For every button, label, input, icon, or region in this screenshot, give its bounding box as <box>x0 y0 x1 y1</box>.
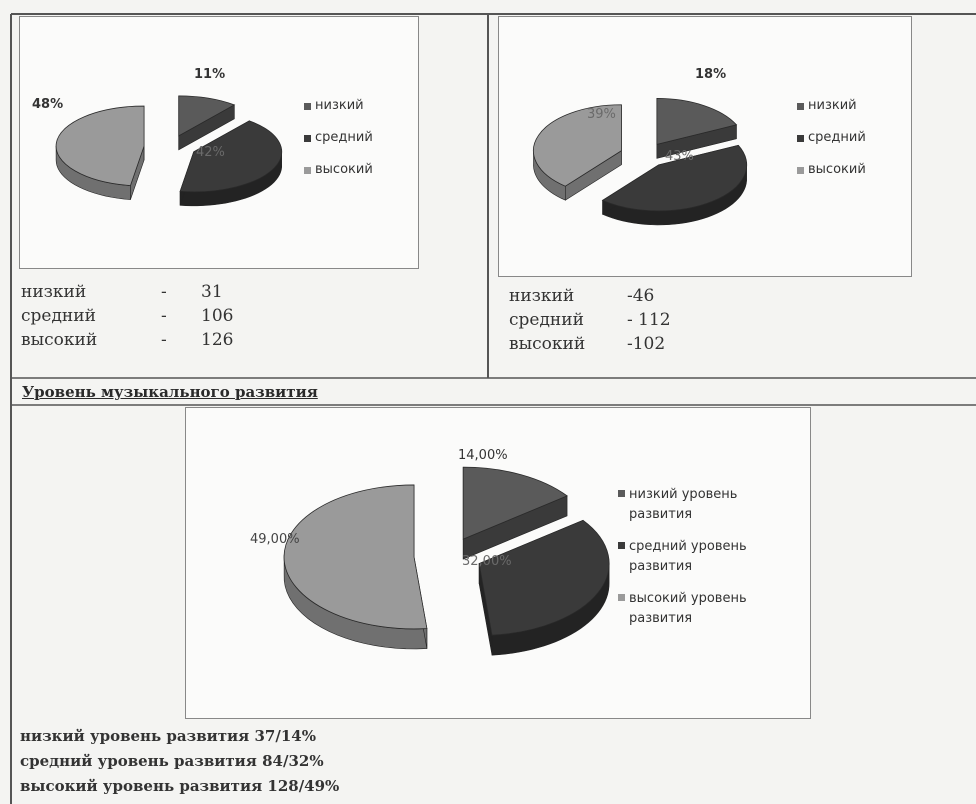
chart-3-label-high: 49,00% <box>250 532 300 547</box>
pie-slice-mid <box>601 144 748 212</box>
legend-item-low: низкий <box>797 98 866 113</box>
stat-row: высокий -102 <box>509 334 769 358</box>
chart-2-legend: низкий средний высокий <box>797 98 866 194</box>
stat-label: низкий <box>509 286 575 306</box>
stat-value: - 112 <box>627 310 671 330</box>
chart-1-label-low: 11% <box>194 67 226 82</box>
stat-row: средний - 112 <box>509 310 769 334</box>
legend-label: высокий уровень развития <box>629 591 747 626</box>
legend-item-mid: средний уровень развития <box>618 537 793 577</box>
chart-2-frame: 18% 43% 39% низкий средний высокий <box>498 16 912 277</box>
chart-2-label-mid: 43% <box>665 149 694 164</box>
chart-1-label-high: 48% <box>32 97 64 112</box>
stat-value: 31 <box>201 282 223 302</box>
legend-label: низкий <box>808 98 857 113</box>
chart-1-label-mid: 42% <box>196 145 225 160</box>
stat-label: средний <box>509 310 584 330</box>
stat-row: низкий -46 <box>509 286 769 310</box>
left-stats: низкий - 31 средний - 106 высокий - 126 <box>21 282 281 354</box>
legend-label: средний уровень развития <box>629 539 747 574</box>
pie-slice-low <box>656 98 738 145</box>
pie-slice-low <box>178 95 236 137</box>
chart-3-pie <box>283 466 610 656</box>
legend-item-low: низкий уровень развития <box>618 485 793 525</box>
chart-1-legend: низкий средний высокий <box>304 98 373 194</box>
swatch-mid <box>797 135 804 142</box>
swatch-low <box>797 103 804 110</box>
chart-3-legend: низкий уровень развития средний уровень … <box>618 485 793 646</box>
stat-value: -102 <box>627 334 666 354</box>
pie-slice-low <box>462 466 568 540</box>
chart-2-pie <box>533 98 748 226</box>
legend-item-high: высокий <box>304 162 373 177</box>
chart-3-frame: 14,00% 32,00% 49,00% низкий уровень разв… <box>185 407 811 719</box>
swatch-high <box>304 167 311 174</box>
legend-label: средний <box>808 130 866 145</box>
legend-label: низкий уровень развития <box>629 487 738 522</box>
legend-item-high: высокий уровень развития <box>618 589 793 629</box>
swatch-mid <box>618 542 625 549</box>
bottom-stat-mid: средний уровень развития 84/32% <box>20 752 324 770</box>
chart-2-label-low: 18% <box>695 67 727 82</box>
pie-slice-mid <box>179 120 283 193</box>
chart-1-pie <box>55 95 283 207</box>
stat-value: 126 <box>201 330 234 350</box>
stat-dash: - <box>161 282 167 302</box>
chart-1-frame: 11% 42% 48% низкий средний высокий <box>19 16 419 269</box>
pie-slice-high <box>533 104 622 187</box>
legend-label: средний <box>315 130 373 145</box>
stat-label: низкий <box>21 282 87 302</box>
stat-row: высокий - 126 <box>21 330 281 354</box>
swatch-low <box>618 490 625 497</box>
pie-slice-high <box>283 484 428 630</box>
bottom-stat-high: высокий уровень развития 128/49% <box>20 777 340 795</box>
pie-slice-high <box>55 105 145 187</box>
chart-3-label-low: 14,00% <box>458 448 508 463</box>
legend-item-mid: средний <box>797 130 866 145</box>
swatch-high <box>618 594 625 601</box>
stat-label: средний <box>21 306 96 326</box>
legend-item-low: низкий <box>304 98 373 113</box>
stat-label: высокий <box>509 334 586 354</box>
stat-row: средний - 106 <box>21 306 281 330</box>
stat-label: высокий <box>21 330 98 350</box>
legend-item-high: высокий <box>797 162 866 177</box>
stat-row: низкий - 31 <box>21 282 281 306</box>
swatch-low <box>304 103 311 110</box>
swatch-high <box>797 167 804 174</box>
legend-label: высокий <box>315 162 373 177</box>
legend-label: низкий <box>315 98 364 113</box>
stat-dash: - <box>161 330 167 350</box>
stat-dash: - <box>161 306 167 326</box>
chart-2-label-high: 39% <box>587 107 616 122</box>
section-title: Уровень музыкального развития <box>22 383 318 401</box>
bottom-stat-low: низкий уровень развития 37/14% <box>20 727 316 745</box>
legend-label: высокий <box>808 162 866 177</box>
chart-3-label-mid: 32,00% <box>462 554 512 569</box>
pie-slice-mid <box>478 519 610 636</box>
swatch-mid <box>304 135 311 142</box>
bottom-stats: низкий уровень развития 37/14% средний у… <box>20 727 339 802</box>
right-stats: низкий -46 средний - 112 высокий -102 <box>509 286 769 358</box>
stat-value: -46 <box>627 286 655 306</box>
stat-value: 106 <box>201 306 234 326</box>
legend-item-mid: средний <box>304 130 373 145</box>
